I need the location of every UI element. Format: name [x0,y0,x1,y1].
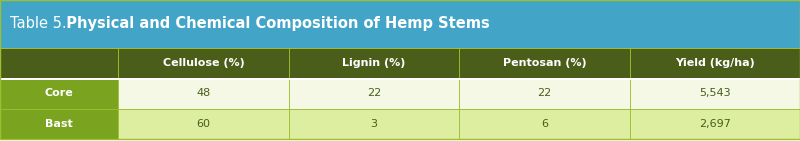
Bar [0,78,800,80]
Text: 48: 48 [197,88,210,98]
Text: 5,543: 5,543 [699,88,730,98]
Bar [459,48,630,78]
Text: 22: 22 [367,88,381,98]
Bar [289,109,459,139]
Text: Physical and Chemical Composition of Hemp Stems: Physical and Chemical Composition of Hem… [56,16,490,31]
Text: 60: 60 [197,119,210,129]
Bar [118,48,289,78]
Bar [0,48,118,78]
Text: Bast: Bast [46,119,73,129]
Bar [0,109,118,139]
Bar [0,78,118,109]
Bar [118,109,289,139]
Bar [289,78,459,109]
Text: Table 5.: Table 5. [10,16,67,31]
Text: 2,697: 2,697 [699,119,730,129]
Text: 22: 22 [538,88,551,98]
Bar [459,78,630,109]
Text: Core: Core [45,88,74,98]
Bar [118,78,289,109]
Text: Lignin (%): Lignin (%) [342,58,406,68]
Bar [289,48,459,78]
Text: Cellulose (%): Cellulose (%) [162,58,245,68]
Bar [630,48,800,78]
Bar [630,78,800,109]
Text: 6: 6 [541,119,548,129]
Text: Pentosan (%): Pentosan (%) [502,58,586,68]
Bar [0,0,800,48]
Bar [459,109,630,139]
Bar [630,109,800,139]
Text: Yield (kg/ha): Yield (kg/ha) [675,58,754,68]
Text: 3: 3 [370,119,378,129]
